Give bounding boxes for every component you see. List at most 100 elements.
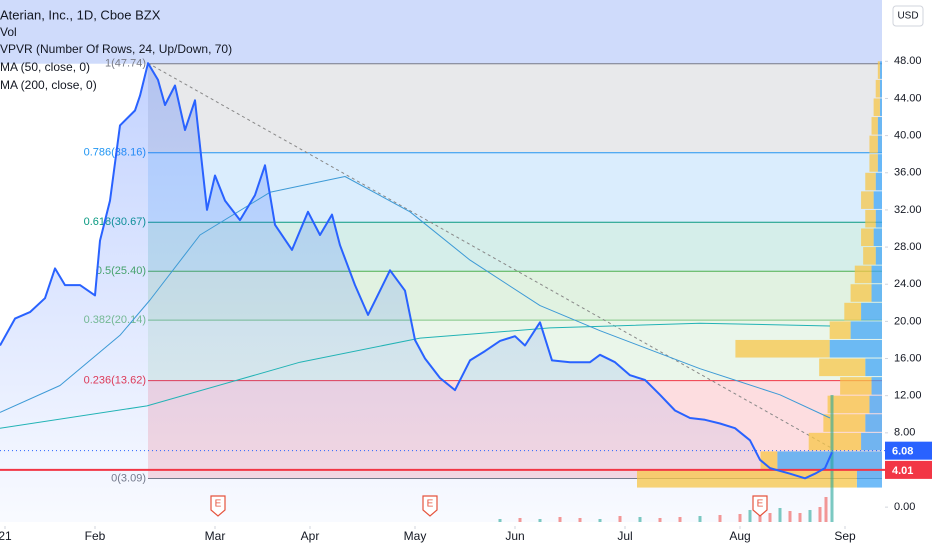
price-label-box	[885, 441, 932, 460]
vpvr-down-bar	[854, 265, 872, 284]
volume-bar	[758, 512, 762, 522]
vpvr-down-bar	[637, 469, 857, 488]
vpvr-up-bar	[879, 79, 882, 98]
volume-bar	[748, 510, 752, 522]
volume-bar	[830, 395, 834, 522]
moving-average-line	[0, 322, 831, 429]
vpvr-up-bar	[871, 265, 882, 284]
currency-button-frame[interactable]	[892, 5, 924, 27]
vpvr-up-bar	[877, 135, 882, 154]
vpvr-down-bar	[877, 61, 880, 79]
vpvr-down-bar	[871, 117, 878, 135]
earnings-marker	[422, 495, 438, 517]
vpvr-up-bar	[865, 414, 882, 432]
vpvr-up-bar	[861, 432, 882, 451]
volume-bar	[598, 519, 602, 522]
volume-bar	[558, 517, 562, 522]
vpvr-up-bar	[877, 154, 882, 172]
x-tick-label: May	[404, 529, 427, 543]
x-tick-label: 21	[0, 529, 12, 543]
vpvr-down-bar	[735, 339, 830, 358]
volume-bar	[778, 508, 782, 522]
vpvr-down-bar	[875, 79, 880, 98]
volume-bar	[788, 511, 792, 522]
earnings-label: E	[427, 499, 434, 510]
vpvr-up-bar	[875, 172, 882, 191]
vpvr-down-bar	[823, 414, 866, 432]
vpvr-up-bar	[829, 339, 882, 358]
y-tick-label: 32.00	[894, 204, 922, 216]
x-tick-label: Feb	[85, 529, 106, 543]
vpvr-down-bar	[819, 358, 866, 377]
earnings-marker	[752, 495, 768, 517]
y-tick-label: 44.00	[894, 92, 922, 104]
vpvr-down-bar	[869, 154, 878, 172]
volume-bar	[538, 519, 542, 522]
y-tick-label: 0.00	[894, 501, 915, 513]
vpvr-down-bar	[869, 135, 878, 154]
trend-line	[147, 62, 833, 449]
vpvr-down-bar	[861, 191, 874, 209]
vpvr-down-bar	[865, 172, 876, 191]
vpvr-up-bar	[869, 395, 882, 414]
price-label-box	[885, 460, 932, 479]
vpvr-up-bar	[879, 98, 882, 117]
vpvr-up-bar	[865, 358, 882, 377]
legend: Aterian, Inc., 1D, Cboe BZX Vol VPVR (Nu…	[0, 7, 232, 92]
price-label: 4.01	[892, 465, 913, 477]
fib-band	[148, 63, 882, 153]
price-label: 6.08	[892, 446, 913, 458]
volume-bar	[658, 518, 662, 522]
vpvr-down-bar	[840, 377, 872, 395]
volume-bar	[824, 497, 828, 522]
vpvr-up-bar	[861, 302, 882, 321]
volume-bar	[638, 517, 642, 522]
vpvr-down-bar	[865, 209, 876, 228]
vpvr-down-bar	[829, 321, 851, 339]
legend-entry: MA (50, close, 0)	[0, 60, 90, 74]
volume-bar	[498, 519, 502, 522]
vpvr-down-bar	[808, 432, 862, 451]
volume-bar	[698, 516, 702, 522]
y-tick-label: 48.00	[894, 55, 922, 67]
fib-level-label: 1(47.74)	[105, 58, 146, 70]
x-tick-label: Sep	[834, 529, 856, 543]
vpvr-up-bar	[777, 451, 882, 469]
legend-entry: MA (200, close, 0)	[0, 78, 97, 92]
vpvr-down-bar	[873, 98, 880, 117]
volume-bar	[808, 510, 812, 522]
x-tick-label: Jun	[505, 529, 524, 543]
vpvr-down-bar	[850, 284, 872, 302]
x-tick-label: Jul	[617, 529, 632, 543]
volume-bar	[818, 507, 822, 522]
x-tick-label: Mar	[205, 529, 226, 543]
y-tick-label: 40.00	[894, 130, 922, 142]
volume-bar	[518, 518, 522, 522]
y-tick-label: 16.00	[894, 352, 922, 364]
y-tick-label: 20.00	[894, 315, 922, 327]
vpvr-down-bar	[827, 395, 870, 414]
volume-bar	[678, 517, 682, 522]
vpvr-down-bar	[863, 247, 876, 265]
volume-bar	[618, 516, 622, 522]
chart-title: Aterian, Inc., 1D, Cboe BZX	[0, 7, 161, 22]
vpvr-up-bar	[877, 117, 882, 135]
vpvr-up-bar	[875, 247, 882, 265]
vpvr-down-bar	[861, 228, 874, 247]
earnings-marker	[210, 495, 226, 517]
vpvr-up-bar	[873, 191, 882, 209]
vpvr-up-bar	[850, 321, 882, 339]
earnings-label: E	[757, 499, 764, 510]
earnings-label: E	[215, 499, 222, 510]
y-tick-label: 36.00	[894, 167, 922, 179]
vpvr-up-bar	[871, 284, 882, 302]
vpvr-up-bar	[873, 228, 882, 247]
volume-bar	[798, 513, 802, 522]
vpvr-up-bar	[879, 61, 882, 79]
currency-button[interactable]: USD	[892, 5, 924, 27]
currency-label[interactable]: USD	[897, 11, 918, 22]
volume-bar	[578, 518, 582, 522]
y-tick-label: 24.00	[894, 278, 922, 290]
